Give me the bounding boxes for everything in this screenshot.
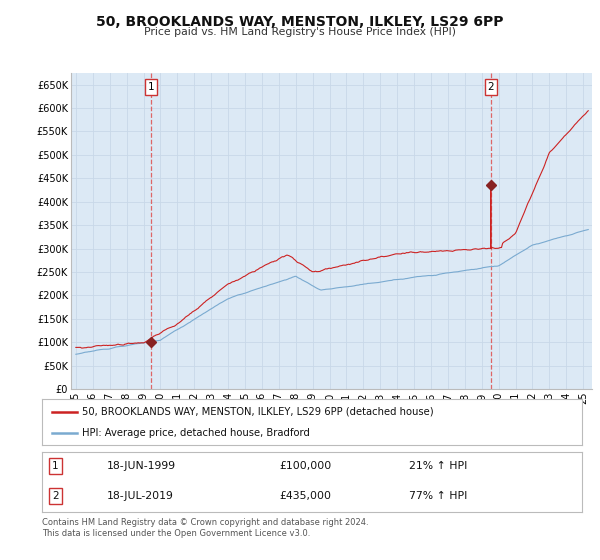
Text: £100,000: £100,000: [280, 461, 332, 471]
Text: 18-JUL-2019: 18-JUL-2019: [107, 491, 173, 501]
Text: 1: 1: [148, 82, 155, 92]
Text: 50, BROOKLANDS WAY, MENSTON, ILKLEY, LS29 6PP: 50, BROOKLANDS WAY, MENSTON, ILKLEY, LS2…: [96, 15, 504, 29]
Text: 50, BROOKLANDS WAY, MENSTON, ILKLEY, LS29 6PP (detached house): 50, BROOKLANDS WAY, MENSTON, ILKLEY, LS2…: [83, 407, 434, 417]
Text: 2: 2: [52, 491, 59, 501]
Text: £435,000: £435,000: [280, 491, 332, 501]
Text: Contains HM Land Registry data © Crown copyright and database right 2024.: Contains HM Land Registry data © Crown c…: [42, 518, 368, 527]
Text: Price paid vs. HM Land Registry's House Price Index (HPI): Price paid vs. HM Land Registry's House …: [144, 27, 456, 37]
Text: 18-JUN-1999: 18-JUN-1999: [107, 461, 176, 471]
Text: 2: 2: [488, 82, 494, 92]
Text: HPI: Average price, detached house, Bradford: HPI: Average price, detached house, Brad…: [83, 428, 310, 438]
Text: 1: 1: [52, 461, 59, 471]
Text: This data is licensed under the Open Government Licence v3.0.: This data is licensed under the Open Gov…: [42, 529, 310, 538]
Text: 77% ↑ HPI: 77% ↑ HPI: [409, 491, 467, 501]
Text: 21% ↑ HPI: 21% ↑ HPI: [409, 461, 467, 471]
